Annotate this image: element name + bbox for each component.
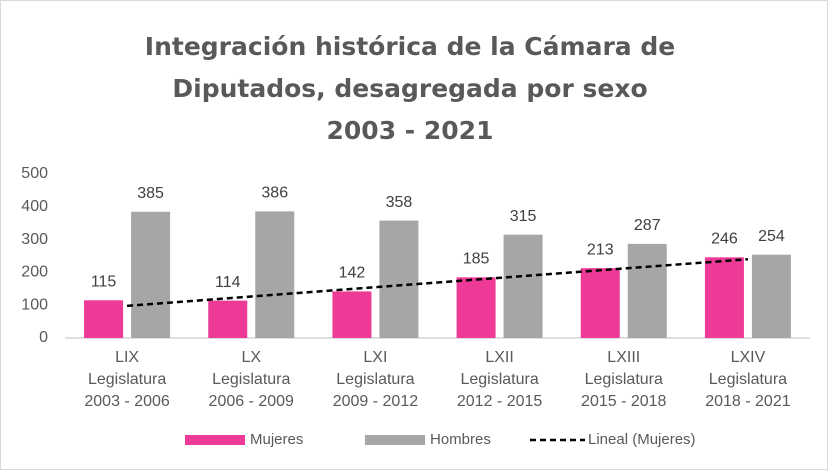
x-tick-label: Legislatura [88,371,166,388]
bar [332,291,372,338]
x-tick-label: LXI [363,349,387,366]
y-tick-label: 0 [39,329,48,346]
legend-label: Mujeres [250,431,303,448]
bar [503,234,543,338]
x-tick-label: 2006 - 2009 [209,393,295,410]
value-label: 115 [91,273,117,290]
bar [84,300,124,338]
bar [208,300,248,338]
bar [456,277,496,338]
bar [379,220,419,338]
x-tick-label: LXII [485,349,513,366]
value-label: 213 [587,241,614,258]
bar [704,257,744,338]
chart-title: 2003 - 2021 [327,116,494,145]
value-label: 287 [634,217,661,234]
value-label: 386 [261,185,288,202]
value-label: 385 [137,185,164,202]
y-tick-label: 200 [21,264,48,281]
x-tick-label: LXIII [607,349,640,366]
trendline [126,257,749,308]
legend-label: Hombres [430,431,491,448]
legend-swatch [365,435,425,445]
value-label: 185 [463,251,490,268]
x-tick-label: Legislatura [460,371,538,388]
x-tick-label: LX [241,349,261,366]
bar [751,254,791,338]
value-label: 114 [215,274,241,291]
value-label: 254 [758,228,785,245]
y-tick-label: 400 [21,198,48,215]
bar [131,211,171,338]
x-tick-label: Legislatura [585,371,663,388]
y-tick-label: 300 [21,231,48,248]
x-tick-label: LIX [115,349,139,366]
x-tick-label: Legislatura [212,371,290,388]
x-tick-label: 2009 - 2012 [333,393,419,410]
y-tick-label: 100 [21,296,48,313]
value-label: 358 [386,194,413,211]
legend-swatch [185,435,245,445]
x-tick-label: 2012 - 2015 [457,393,543,410]
chart-title: Diputados, desagregada por sexo [172,74,647,103]
legend-label: Lineal (Mujeres) [588,431,696,448]
bar [255,211,295,338]
value-label: 315 [510,208,537,225]
x-tick-label: 2003 - 2006 [84,393,170,410]
bar [627,243,667,338]
x-tick-label: Legislatura [336,371,414,388]
value-label: 142 [339,265,366,282]
x-tick-label: 2018 - 2021 [705,393,791,410]
chart-title: Integración histórica de la Cámara de [145,32,675,61]
value-label: 246 [711,231,738,248]
bar [580,268,620,338]
y-tick-label: 500 [21,165,48,182]
x-tick-label: LXIV [731,349,766,366]
x-tick-label: Legislatura [709,371,787,388]
x-tick-label: 2015 - 2018 [581,393,667,410]
